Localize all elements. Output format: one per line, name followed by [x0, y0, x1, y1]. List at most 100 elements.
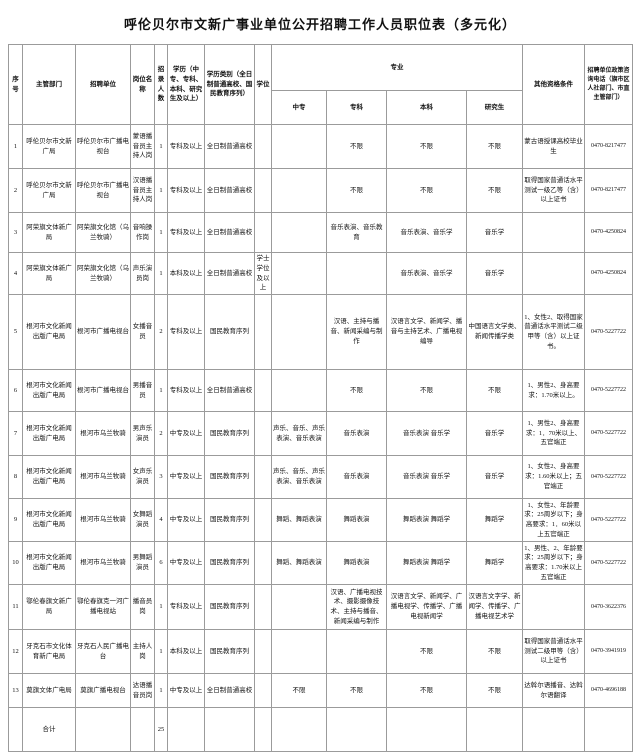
- cell-major-zhuanke: 舞蹈表演: [326, 498, 387, 542]
- total-cell-phone: [584, 707, 633, 752]
- total-cell-other: [522, 707, 585, 752]
- cell-major-benke: 汉语言文学、新闻学、广播电视学、传播学、广播电视新闻学: [386, 584, 467, 630]
- cell-no: 7: [8, 411, 23, 456]
- cell-edu: 中专及以上: [167, 455, 205, 499]
- table-row: 12 牙克石市文化体育新广电局 牙克石人民广播电台 主持人岗 1 本科及以上 国民教育序列 不…: [8, 629, 633, 674]
- table-body: 1 呼伦贝尔市文新广局 呼伦贝尔市广播电视台 蒙语播音员主持人岗 1 专科及以上 全日制普通…: [8, 124, 633, 752]
- cell-no: 3: [8, 212, 23, 253]
- cell-no: 4: [8, 252, 23, 295]
- total-cell-no: [8, 707, 23, 752]
- cell-dept: 根河市文化新闻出版广电局: [22, 541, 76, 585]
- cell-edu: 本科及以上: [167, 252, 205, 295]
- cell-phone: 0470-4250824: [584, 252, 633, 295]
- cell-major-zhongzhuan: [271, 212, 327, 253]
- cell-no: 5: [8, 294, 23, 370]
- table-row: 2 呼伦贝尔市文新广局 呼伦贝尔市广播电视台 汉语播音员主持人岗 1 专科及以上 全日制普通…: [8, 168, 633, 213]
- cell-major-benke: 不限: [386, 673, 467, 708]
- cell-major-benke: 音乐表演 音乐学: [386, 455, 467, 499]
- cell-edu: 专科及以上: [167, 212, 205, 253]
- total-cell-edu: [167, 707, 205, 752]
- cell-edu-type: 国民教育序列: [204, 411, 255, 456]
- cell-major-benke: 音乐表演 音乐学: [386, 411, 467, 456]
- cell-other: 达斡尔语播音、达斡尔语翻译: [522, 673, 585, 708]
- cell-other: 1、男性2、身高要求：1．70米以上、五官端正: [522, 411, 585, 456]
- cell-other: 1、女性2、取得国家普通话水平测试二级甲等（含）以上证书。: [522, 294, 585, 370]
- cell-major-zhuanke: 汉语、广播电视技术、摄影摄像技术、主持与播音、新闻采编与制作: [326, 584, 387, 630]
- header-cell-major-zhongzhuan: 中专: [271, 90, 327, 125]
- table-row: 8 根河市文化新闻出版广电局 根河市乌兰牧骑 女声乐演员 3 中专及以上 国民教育序列 声乐、…: [8, 455, 633, 499]
- cell-no: 1: [8, 124, 23, 169]
- total-cell-edu-type: [204, 707, 255, 752]
- cell-position: 男舞蹈演员: [130, 541, 155, 585]
- table-header: 序号 主管部门 招聘单位 岗位名称 招录人数 学历（中专、专科、本科、研究生及以…: [8, 44, 633, 125]
- header-cell-major-yanjiusheng: 研究生: [466, 90, 523, 125]
- cell-major-zhuanke: 音乐表演、音乐教育: [326, 212, 387, 253]
- cell-unit: 根河市乌兰牧骑: [75, 411, 131, 456]
- cell-other: 1、女性2、年龄要求：25周岁以下；身高要求：1．60米以上五官端正: [522, 498, 585, 542]
- cell-major-yanjiusheng: 汉语言文字学、新闻学、传播学、广播电视艺术学: [466, 584, 523, 630]
- cell-major-yanjiusheng: 不限: [466, 629, 523, 674]
- cell-major-zhuanke: 不限: [326, 673, 387, 708]
- cell-major-benke: 音乐表演、音乐学: [386, 212, 467, 253]
- cell-other: [522, 584, 585, 630]
- cell-major-zhongzhuan: [271, 252, 327, 295]
- cell-degree: [254, 541, 272, 585]
- cell-other: [522, 212, 585, 253]
- table-row: 5 根河市文化新闻出版广电局 根河市广播电视台 女播音员 2 专科及以上 国民教育序列 汉语、…: [8, 294, 633, 370]
- cell-edu: 中专及以上: [167, 411, 205, 456]
- cell-unit: 阿荣旗文化馆（乌兰牧骑）: [75, 212, 131, 253]
- cell-no: 12: [8, 629, 23, 674]
- cell-edu-type: 全日制普通高校: [204, 168, 255, 213]
- cell-major-benke: 不限: [386, 369, 467, 412]
- cell-count: 3: [154, 455, 168, 499]
- cell-major-zhongzhuan: 声乐、音乐、声乐表演、音乐表演: [271, 411, 327, 456]
- cell-phone: 0470-4250824: [584, 212, 633, 253]
- header-cell-count: 招录人数: [154, 44, 168, 125]
- cell-major-zhuanke: 舞蹈表演: [326, 541, 387, 585]
- cell-dept: 呼伦贝尔市文新广局: [22, 124, 76, 169]
- cell-phone: 0470-5227722: [584, 455, 633, 499]
- cell-major-benke: 音乐表演、音乐学: [386, 252, 467, 295]
- cell-major-benke: 不限: [386, 124, 467, 169]
- cell-count: 4: [154, 498, 168, 542]
- cell-dept: 呼伦贝尔市文新广局: [22, 168, 76, 213]
- cell-count: 1: [154, 212, 168, 253]
- cell-count: 6: [154, 541, 168, 585]
- cell-phone: 0470-8217477: [584, 124, 633, 169]
- cell-phone: 0470-8217477: [584, 168, 633, 213]
- positions-table: 序号 主管部门 招聘单位 岗位名称 招录人数 学历（中专、专科、本科、研究生及以…: [8, 44, 633, 752]
- cell-edu-type: 全日制普通高校: [204, 252, 255, 295]
- cell-major-zhongzhuan: [271, 168, 327, 213]
- table-row: 6 根河市文化新闻出版广电局 根河市广播电视台 男播音员 1 专科及以上 全日制普通高校 不限…: [8, 369, 633, 412]
- cell-degree: [254, 584, 272, 630]
- cell-edu-type: 全日制普通高校: [204, 124, 255, 169]
- cell-count: 1: [154, 673, 168, 708]
- cell-position: 主持人岗: [130, 629, 155, 674]
- cell-major-yanjiusheng: 中国语言文学类、新闻传播学类: [466, 294, 523, 370]
- cell-position: 女声乐演员: [130, 455, 155, 499]
- header-cell-phone: 招聘单位政策咨询电话（旗市区人社部门、市直主管部门）: [584, 44, 633, 125]
- cell-major-zhongzhuan: [271, 294, 327, 370]
- cell-dept: 根河市文化新闻出版广电局: [22, 498, 76, 542]
- cell-major-benke: 舞蹈表演 舞蹈学: [386, 498, 467, 542]
- cell-degree: [254, 455, 272, 499]
- cell-position: 男声乐演员: [130, 411, 155, 456]
- cell-unit: 根河市乌兰牧骑: [75, 541, 131, 585]
- cell-major-yanjiusheng: 音乐学: [466, 411, 523, 456]
- cell-degree: [254, 411, 272, 456]
- cell-other: 1、女性2、身高要求：1.60米以上；五官端正: [522, 455, 585, 499]
- cell-major-yanjiusheng: 舞蹈学: [466, 541, 523, 585]
- cell-no: 11: [8, 584, 23, 630]
- cell-major-benke: 不限: [386, 168, 467, 213]
- cell-major-zhongzhuan: [271, 584, 327, 630]
- cell-edu: 中专及以上: [167, 673, 205, 708]
- cell-edu-type: 国民教育序列: [204, 294, 255, 370]
- cell-major-zhongzhuan: 不限: [271, 673, 327, 708]
- cell-edu: 专科及以上: [167, 294, 205, 370]
- cell-edu-type: 国民教育序列: [204, 584, 255, 630]
- cell-position: 声乐演员岗: [130, 252, 155, 295]
- cell-no: 13: [8, 673, 23, 708]
- cell-major-benke: 舞蹈表演 舞蹈学: [386, 541, 467, 585]
- cell-phone: 0470-3622376: [584, 584, 633, 630]
- cell-major-benke: 汉语言文学、新闻学、播音与主持艺术、广播电视编导: [386, 294, 467, 370]
